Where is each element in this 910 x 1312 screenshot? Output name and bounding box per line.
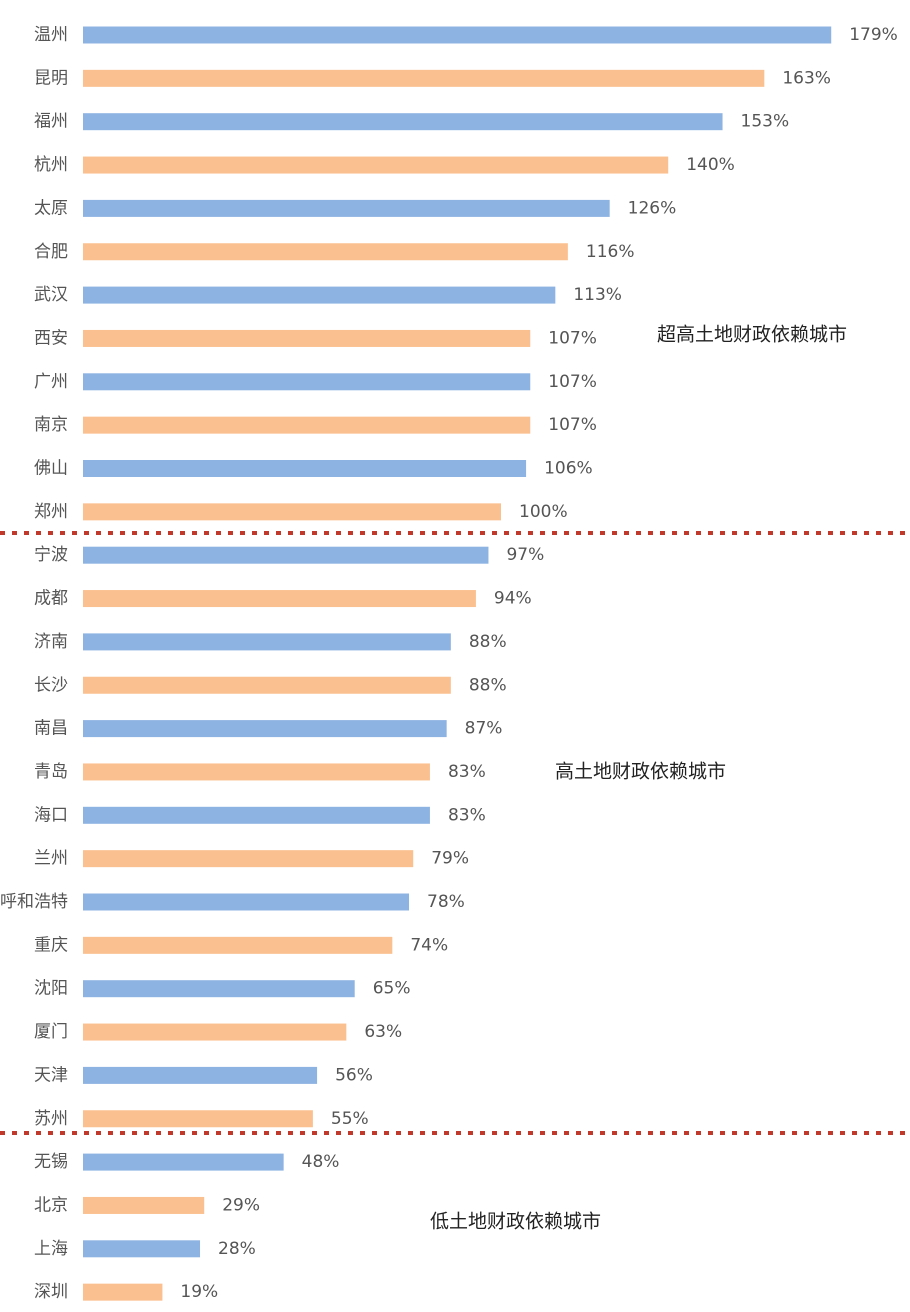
- bar: [83, 460, 527, 477]
- y-tick-label: 温州: [34, 25, 68, 45]
- bar: [83, 1283, 163, 1301]
- y-tick-label: 呼和浩特: [0, 892, 68, 912]
- bar: [83, 69, 765, 87]
- value-label: 179%: [849, 25, 898, 45]
- bar: [83, 1196, 205, 1214]
- bar: [83, 503, 501, 521]
- value-label: 116%: [586, 242, 635, 262]
- annotation: 低土地财政依赖城市: [430, 1211, 601, 1233]
- value-label: 19%: [180, 1282, 218, 1302]
- y-tick-label: 济南: [34, 632, 68, 652]
- y-tick-label: 西安: [34, 328, 68, 348]
- bar: [83, 850, 414, 868]
- bar: [83, 806, 430, 824]
- value-label: 74%: [410, 935, 448, 955]
- y-tick-label: 沈阳: [34, 979, 68, 999]
- bar: [83, 936, 393, 954]
- value-label: 55%: [331, 1109, 369, 1129]
- bar: [83, 1066, 318, 1084]
- value-label: 29%: [222, 1195, 260, 1215]
- bar: [83, 1240, 201, 1258]
- y-tick-label: 宁波: [34, 545, 68, 565]
- bar: [83, 373, 531, 391]
- annotation: 超高土地财政依赖城市: [657, 324, 847, 346]
- bar: [83, 113, 723, 131]
- y-tick-label: 深圳: [34, 1282, 68, 1302]
- bar: [83, 156, 669, 174]
- y-tick-label: 重庆: [34, 935, 68, 955]
- bar: [83, 980, 355, 998]
- value-label: 97%: [506, 545, 544, 565]
- value-label: 28%: [218, 1239, 256, 1259]
- bar: [83, 26, 832, 44]
- value-label: 153%: [741, 112, 790, 132]
- y-tick-label: 杭州: [34, 155, 68, 175]
- bar: [83, 590, 476, 608]
- y-tick-label: 无锡: [34, 1152, 68, 1172]
- bar: [83, 893, 410, 911]
- bar: [83, 1110, 313, 1128]
- y-tick-label: 广州: [34, 372, 68, 392]
- value-label: 56%: [335, 1065, 373, 1085]
- bar: [83, 1153, 284, 1171]
- bar: [83, 1023, 347, 1041]
- y-tick-label: 南昌: [34, 719, 68, 739]
- value-label: 79%: [431, 849, 469, 869]
- bar: [83, 720, 447, 738]
- y-tick-label: 太原: [34, 198, 68, 218]
- bar: [83, 329, 531, 347]
- y-tick-label: 合肥: [34, 242, 68, 262]
- bar: [83, 546, 489, 564]
- value-label: 163%: [782, 68, 831, 88]
- value-label: 100%: [519, 502, 568, 522]
- value-label: 65%: [373, 979, 411, 999]
- y-tick-label: 福州: [34, 112, 68, 132]
- bar: [83, 633, 451, 651]
- value-label: 107%: [548, 372, 597, 392]
- y-tick-label: 郑州: [34, 502, 68, 522]
- value-label: 113%: [573, 285, 622, 305]
- y-tick-label: 海口: [34, 805, 68, 825]
- bar: [83, 763, 430, 781]
- y-tick-label: 长沙: [34, 675, 68, 695]
- value-label: 63%: [364, 1022, 402, 1042]
- value-label: 88%: [469, 632, 507, 652]
- y-tick-label: 兰州: [34, 849, 68, 869]
- value-label: 126%: [628, 198, 677, 218]
- y-tick-label: 南京: [34, 415, 68, 435]
- y-tick-label: 昆明: [34, 68, 68, 88]
- y-tick-label: 成都: [34, 589, 68, 609]
- value-label: 106%: [544, 459, 593, 479]
- value-label: 83%: [448, 805, 486, 825]
- bar: [83, 416, 531, 434]
- value-label: 107%: [548, 415, 597, 435]
- y-tick-label: 佛山: [34, 459, 68, 479]
- y-tick-label: 北京: [34, 1195, 68, 1215]
- value-label: 140%: [686, 155, 735, 175]
- bar: [83, 199, 610, 217]
- y-tick-label: 上海: [34, 1239, 68, 1259]
- value-label: 48%: [302, 1152, 340, 1172]
- bar: [83, 676, 451, 694]
- value-label: 107%: [548, 328, 597, 348]
- value-label: 83%: [448, 762, 486, 782]
- value-label: 88%: [469, 675, 507, 695]
- y-tick-label: 武汉: [34, 285, 68, 305]
- y-tick-label: 天津: [34, 1065, 68, 1085]
- bar: [83, 286, 556, 304]
- value-label: 94%: [494, 589, 532, 609]
- y-tick-label: 厦门: [34, 1022, 68, 1042]
- annotation: 高土地财政依赖城市: [555, 761, 726, 783]
- y-tick-label: 苏州: [34, 1109, 68, 1129]
- value-label: 78%: [427, 892, 465, 912]
- bar: [83, 243, 568, 261]
- y-tick-label: 青岛: [34, 762, 68, 782]
- value-label: 87%: [465, 719, 503, 739]
